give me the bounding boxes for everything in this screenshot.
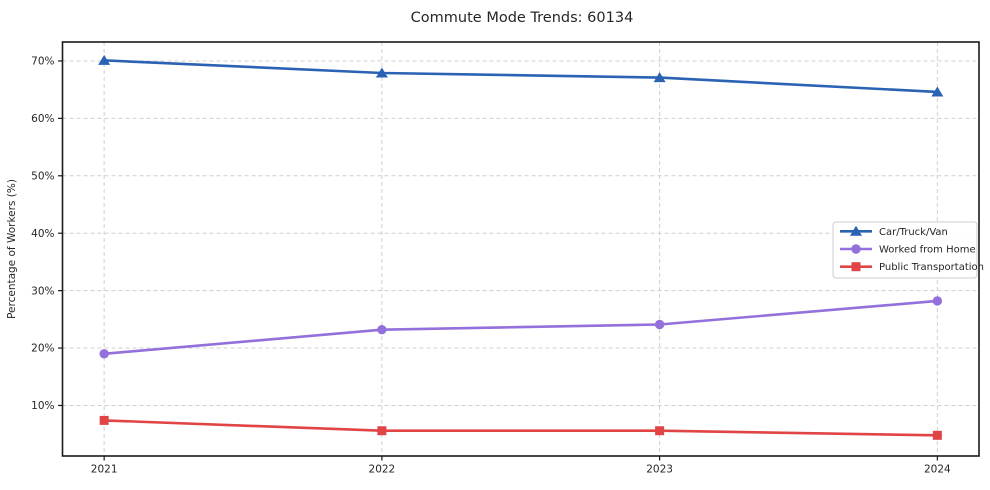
legend-item-car-truck-van: Car/Truck/Van xyxy=(840,225,948,238)
x-tick-label: 2023 xyxy=(646,464,673,476)
grid xyxy=(62,42,979,456)
legend-label: Car/Truck/Van xyxy=(879,227,948,238)
legend: Car/Truck/Van Worked from Home Public Tran… xyxy=(832,221,984,279)
plot-border xyxy=(61,41,980,457)
plot-area: 10% 20% 30% 40% 50% 60% 70% 2021 2022 2023 2024 Car… xyxy=(31,41,984,476)
y-axis-label: Percentage of Workers (%) xyxy=(6,179,18,319)
series-worked-from-home xyxy=(99,296,943,359)
y-tick-label: 70% xyxy=(31,56,54,68)
legend-label: Worked from Home xyxy=(879,245,976,256)
legend-label: Public Transportation xyxy=(879,262,984,273)
x-tick-label: 2022 xyxy=(369,464,396,476)
y-tick-label: 20% xyxy=(31,343,54,355)
x-tick-label: 2021 xyxy=(91,464,118,476)
legend-item-public-transportation: Public Transportation xyxy=(840,262,984,273)
y-tick-label: 50% xyxy=(31,170,54,182)
y-tick-label: 60% xyxy=(31,113,54,125)
legend-item-worked-from-home: Worked from Home xyxy=(840,244,976,256)
x-tick-label: 2024 xyxy=(924,464,951,476)
series-public-transportation xyxy=(99,415,942,440)
x-axis: 2021 2022 2023 2024 xyxy=(91,456,951,476)
chart-title: Commute Mode Trends: 60134 xyxy=(411,10,634,26)
series-car-truck-van xyxy=(98,54,944,97)
y-tick-label: 40% xyxy=(31,228,54,240)
y-tick-label: 10% xyxy=(31,400,54,412)
y-tick-label: 30% xyxy=(31,285,54,297)
y-axis: 10% 20% 30% 40% 50% 60% 70% xyxy=(31,56,63,412)
